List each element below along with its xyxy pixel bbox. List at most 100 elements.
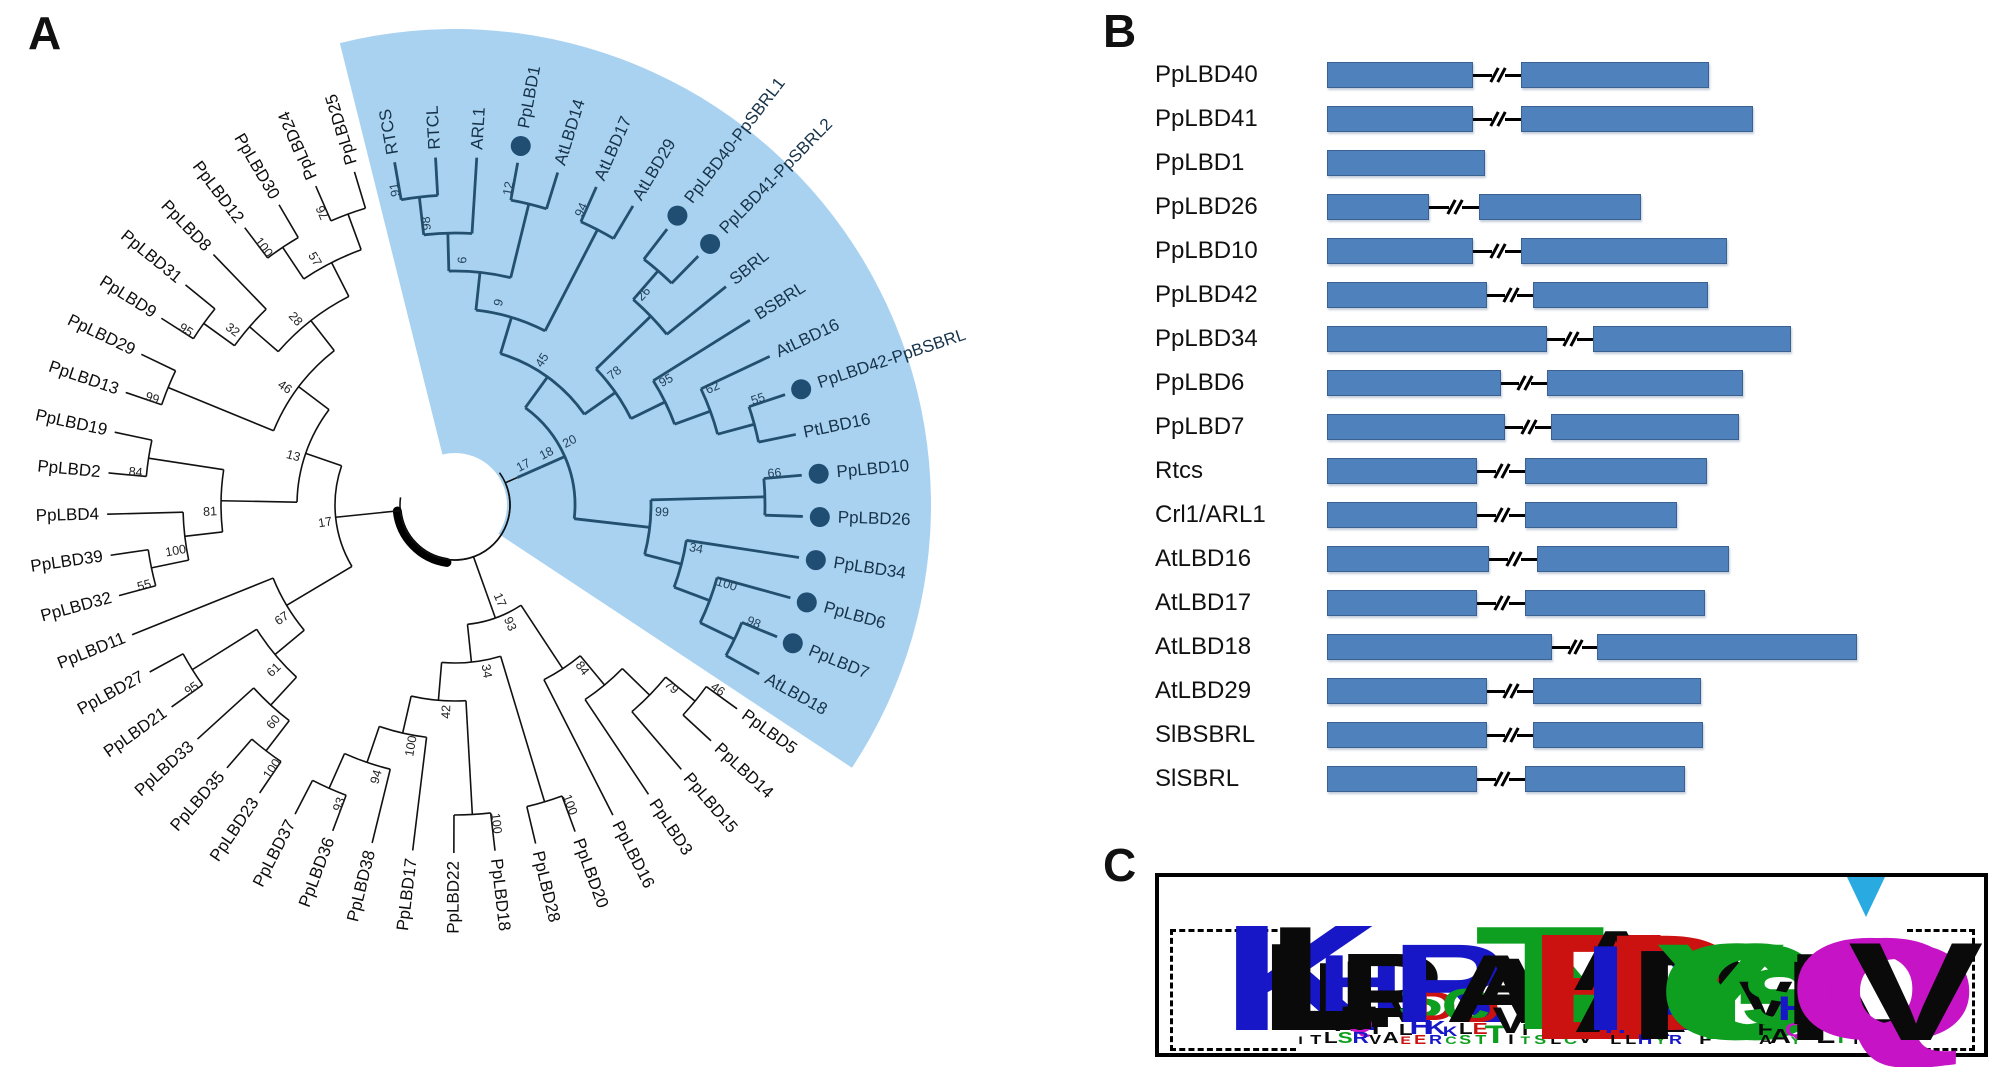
logo-letter: Y xyxy=(1654,916,1787,1067)
branch-line xyxy=(485,593,497,619)
branch-line xyxy=(353,171,367,209)
logo-letter: Q xyxy=(1788,908,1953,1067)
branch-arc xyxy=(453,812,491,816)
intron-break xyxy=(1547,326,1593,352)
logo-letter: C xyxy=(1444,1034,1457,1047)
bootstrap-value: 99 xyxy=(655,505,670,520)
branch-arc xyxy=(698,577,719,624)
gene-structure-row: AtLBD17 xyxy=(1100,581,2000,625)
logo-column: I xyxy=(1785,935,1835,1060)
branch-arc xyxy=(303,248,362,280)
clade-marker-dots xyxy=(510,135,830,654)
branch-line xyxy=(167,386,274,432)
branch-line xyxy=(748,393,786,409)
logo-letter: R xyxy=(1581,920,1710,1057)
gene-structure-row: AtLBD18 xyxy=(1100,625,2000,669)
branch-line xyxy=(631,711,682,770)
exon-bar xyxy=(1593,326,1791,352)
branch-line xyxy=(131,577,274,636)
exon-bar xyxy=(1597,634,1857,660)
branch-line xyxy=(270,676,298,706)
branch-arc xyxy=(251,738,282,763)
intron-break xyxy=(1487,678,1533,704)
logo-letter: P xyxy=(1337,930,1444,1053)
bootstrap-value: 78 xyxy=(605,363,625,383)
gene-bar xyxy=(1327,458,1707,484)
logo-letter: I xyxy=(1298,1034,1303,1047)
gene-bar xyxy=(1327,326,1791,352)
logo-letter: H xyxy=(1318,939,1403,1030)
branch-line xyxy=(716,576,791,600)
intron-break xyxy=(1477,458,1525,484)
exon-bar xyxy=(1533,722,1703,748)
logo-letter: L xyxy=(1549,1032,1562,1047)
branch-line xyxy=(758,433,797,444)
branch-line xyxy=(665,676,696,702)
branch-line xyxy=(561,795,576,832)
branch-line xyxy=(184,531,223,538)
branch-line xyxy=(366,726,381,763)
branch-line xyxy=(763,473,802,480)
branch-arc xyxy=(296,409,330,503)
bootstrap-value: 13 xyxy=(285,447,302,464)
logo-letter: G xyxy=(1658,916,1813,1067)
bootstrap-value: 81 xyxy=(203,504,218,519)
tree-leaf-label: PpLBD27 xyxy=(74,667,147,719)
logo-letter: M xyxy=(1542,1014,1569,1040)
branch-line xyxy=(305,452,342,467)
exon-bar xyxy=(1327,546,1489,572)
logo-letter: C xyxy=(1441,979,1490,1032)
bootstrap-value: 12 xyxy=(500,180,516,196)
logo-column: Y xyxy=(1654,924,1787,1061)
branch-arc xyxy=(441,655,501,664)
logo-letter: I xyxy=(1507,1031,1514,1048)
logo-letter: L xyxy=(1398,1021,1413,1039)
logo-letter: T xyxy=(1309,1032,1322,1047)
clade-marker-dot xyxy=(809,507,830,528)
branch-line xyxy=(579,186,598,223)
logo-dashed-box-left xyxy=(1170,929,1296,1051)
gene-bar xyxy=(1327,414,1739,440)
branch-line xyxy=(184,284,216,310)
tree-leaf-label: PpLBD14 xyxy=(711,739,777,802)
logo-letter: L xyxy=(1815,1023,1836,1049)
bootstrap-value: 28 xyxy=(286,309,306,329)
logo-letter: Y xyxy=(1655,1034,1666,1047)
branch-arc xyxy=(643,258,673,285)
tree-leaf-label: PpLBD28 xyxy=(529,849,564,924)
gene-structure-panel: PpLBD40 PpLBD41 PpLBD1 PpLBD26 PpLBD10 PpLBD4… xyxy=(1100,53,2000,801)
logo-letter: A xyxy=(1799,960,1882,1048)
branch-line xyxy=(579,655,606,686)
logo-column: Q xyxy=(1823,924,1978,1061)
clade-marker-dot xyxy=(796,592,817,613)
logo-letter: V xyxy=(1577,1030,1594,1048)
tree-leaf-label: PpLBD24 xyxy=(274,108,321,182)
branch-line xyxy=(764,513,803,518)
gene-bar xyxy=(1327,238,1727,264)
logo-letter: L xyxy=(1458,1020,1473,1038)
logo-letter: L xyxy=(1609,1032,1622,1047)
branch-line xyxy=(509,203,531,279)
logo-letter: I xyxy=(1371,1017,1380,1039)
logo-letter: V xyxy=(1492,999,1529,1042)
logo-letter: K xyxy=(1443,1023,1458,1040)
bootstrap-value: 95 xyxy=(182,679,201,699)
logo-letter: L xyxy=(1339,945,1412,1036)
bootstrap-value: 9 xyxy=(491,298,506,308)
logo-letter: L xyxy=(1323,1030,1338,1048)
gene-name-label: AtLBD17 xyxy=(1155,589,1252,616)
logo-dashed-box-right xyxy=(1907,929,1975,1051)
logo-letter: V xyxy=(1505,986,1546,1033)
branch-line xyxy=(499,316,513,355)
gene-name-label: PpLBD34 xyxy=(1155,325,1258,352)
branch-line xyxy=(417,196,426,235)
branch-line xyxy=(118,584,156,597)
